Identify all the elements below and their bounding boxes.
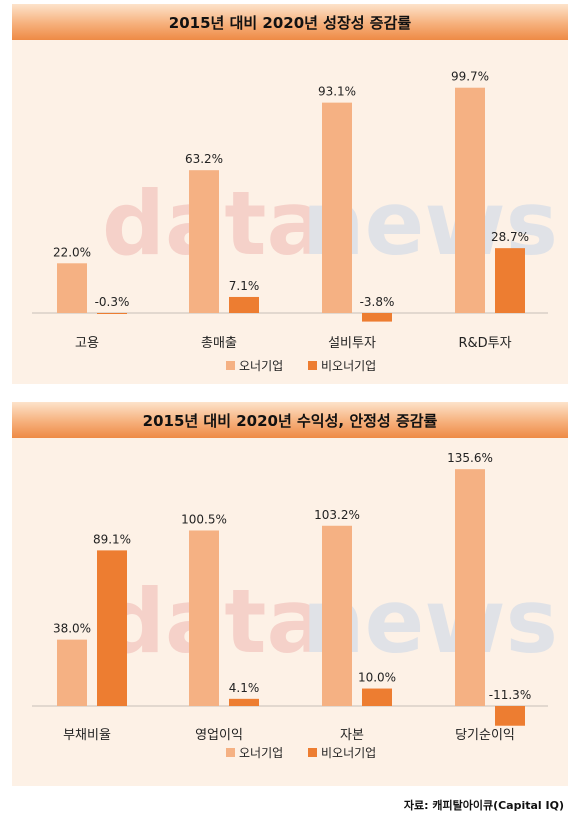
category-label: 부채비율 (63, 728, 111, 743)
legend-non-owner-label: 비오너기업 (321, 746, 376, 760)
category-label: 당기순이익 (455, 728, 515, 743)
bar-non-owner (97, 313, 127, 314)
data-label: 89.1% (93, 532, 131, 546)
bar-owner (57, 263, 87, 313)
category-label: 총매출 (201, 336, 237, 351)
category-label: 고용 (75, 336, 99, 351)
bar-owner (455, 469, 485, 706)
legend-owner-label: 오너기업 (239, 746, 283, 760)
growth-chart-title: 2015년 대비 2020년 성장성 증감률 (168, 13, 412, 32)
bar-non-owner (97, 550, 127, 706)
data-label: -0.3% (95, 295, 130, 309)
data-label: 135.6% (447, 451, 493, 465)
legend-non-owner-marker (308, 748, 317, 757)
growth-chart-header: 2015년 대비 2020년 성장성 증감률 (12, 4, 568, 40)
bar-owner (322, 102, 352, 313)
bar-non-owner (495, 248, 525, 313)
legend-non-owner-marker (308, 361, 317, 370)
data-label: 7.1% (229, 279, 260, 293)
data-label: 38.0% (53, 622, 91, 636)
legend-owner-label: 오너기업 (239, 359, 283, 373)
bar-owner (57, 639, 87, 706)
profit-chart: datanews38.0%89.1%부채비율100.5%4.1%영업이익103.… (32, 451, 558, 760)
profit-chart-header: 2015년 대비 2020년 수익성, 안정성 증감률 (12, 402, 568, 438)
data-label: 4.1% (229, 681, 260, 695)
bar-non-owner (362, 688, 392, 706)
bar-non-owner (362, 313, 392, 322)
legend-non-owner-label: 비오너기업 (321, 359, 376, 373)
bar-owner (455, 87, 485, 314)
data-label: 10.0% (358, 671, 396, 685)
legend-owner-marker (226, 748, 235, 757)
data-label: 100.5% (181, 512, 227, 526)
growth-chart-panel: 2015년 대비 2020년 성장성 증감률 datanews22.0%-0.3… (12, 4, 568, 384)
category-label: 자본 (340, 728, 364, 743)
bar-non-owner (229, 698, 259, 706)
bar-non-owner (495, 706, 525, 726)
data-label: 22.0% (53, 245, 91, 259)
category-label: R&D투자 (458, 336, 511, 351)
data-label: 28.7% (491, 230, 529, 244)
profit-chart-panel: 2015년 대비 2020년 수익성, 안정성 증감률 datanews38.0… (12, 402, 568, 786)
bar-owner (189, 530, 219, 706)
data-label: -11.3% (489, 688, 531, 702)
bar-owner (322, 525, 352, 706)
data-label: 93.1% (318, 85, 356, 99)
bar-non-owner (229, 296, 259, 313)
data-label: 103.2% (314, 508, 360, 522)
legend-owner-marker (226, 361, 235, 370)
source-note: 자료: 캐피탈아이큐(Capital IQ) (403, 799, 564, 812)
bar-owner (189, 170, 219, 313)
data-label: 99.7% (451, 70, 489, 84)
category-label: 설비투자 (328, 336, 376, 351)
category-label: 영업이익 (195, 728, 243, 743)
data-label: -3.8% (360, 295, 395, 309)
growth-chart: datanews22.0%-0.3%고용63.2%7.1%총매출93.1%-3.… (32, 70, 558, 373)
data-label: 63.2% (185, 152, 223, 166)
profit-chart-title: 2015년 대비 2020년 수익성, 안정성 증감률 (142, 411, 438, 430)
